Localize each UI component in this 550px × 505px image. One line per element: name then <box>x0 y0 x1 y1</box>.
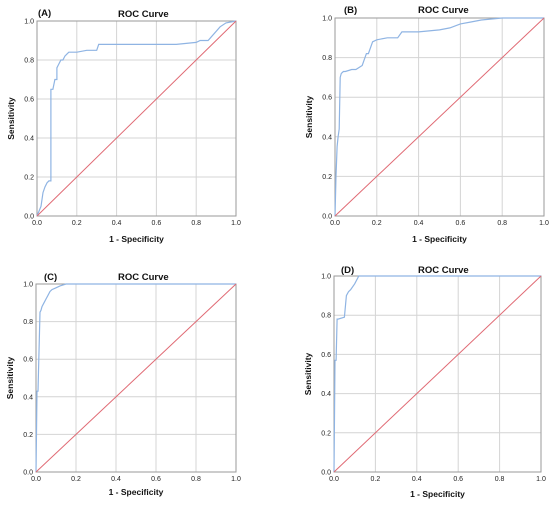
x-tick-label: 0.4 <box>412 476 422 483</box>
y-tick-label: 0.2 <box>322 174 332 181</box>
y-tick-label: 0.0 <box>24 214 34 221</box>
y-tick-label: 1.0 <box>322 16 332 23</box>
x-tick-label: 0.4 <box>112 220 122 227</box>
x-tick-label: 0.2 <box>71 476 81 483</box>
y-tick-label: 0.8 <box>322 55 332 62</box>
x-tick-label: 0.8 <box>495 476 505 483</box>
panel-label: (D) <box>341 265 354 276</box>
y-tick-label: 0.6 <box>23 357 33 364</box>
x-tick-label: 0.4 <box>111 476 121 483</box>
x-tick-label: 0.0 <box>330 220 340 227</box>
y-tick-label: 0.6 <box>321 352 331 359</box>
y-tick-label: 0.6 <box>24 97 34 104</box>
roc-curve-line <box>333 275 541 473</box>
x-tick-label: 0.2 <box>371 476 381 483</box>
roc-panel: 0.0 0.2 0.4 0.6 0.8 1.0 0.0 0.2 0.4 0.6 0.8 1.0 (B) R… <box>304 5 549 244</box>
x-tick-label: 0.8 <box>191 476 201 483</box>
x-axis-label: 1 - Specificity <box>109 234 164 244</box>
y-tick-label: 0.8 <box>24 58 34 65</box>
y-tick-label: 0.4 <box>24 136 34 143</box>
x-tick-label: 0.0 <box>32 220 42 227</box>
roc-curve-line <box>36 20 237 217</box>
y-tick-label: 0.4 <box>23 394 33 401</box>
y-axis-label: Sensitivity <box>304 95 314 138</box>
y-tick-label: 0.6 <box>322 95 332 102</box>
x-tick-label: 0.8 <box>191 220 201 227</box>
roc-panel: 0.0 0.2 0.4 0.6 0.8 1.0 0.0 0.2 0.4 0.6 0.8 1.0 (D) R… <box>303 265 546 499</box>
chart-title: ROC Curve <box>118 272 169 283</box>
y-tick-label: 1.0 <box>23 282 33 289</box>
y-tick-label: 0.8 <box>321 313 331 320</box>
y-tick-label: 1.0 <box>321 274 331 281</box>
y-tick-label: 0.4 <box>322 134 332 141</box>
reference-diagonal-line <box>334 17 545 217</box>
plot-frame <box>36 20 237 217</box>
x-tick-label: 0.8 <box>497 220 507 227</box>
plot-frame <box>334 17 545 217</box>
x-axis-label: 1 - Specificity <box>412 234 467 244</box>
x-tick-label: 1.0 <box>539 220 549 227</box>
y-tick-label: 0.2 <box>24 175 34 182</box>
x-tick-label: 0.2 <box>372 220 382 227</box>
panel-label: (B) <box>344 5 357 16</box>
x-tick-label: 0.6 <box>151 476 161 483</box>
y-axis-label: Sensitivity <box>6 97 16 140</box>
x-tick-label: 1.0 <box>536 476 546 483</box>
roc-panel: 0.0 0.2 0.4 0.6 0.8 1.0 0.0 0.2 0.4 0.6 0.8 1.0 (C) R… <box>5 272 241 497</box>
y-tick-label: 0.4 <box>321 391 331 398</box>
roc-panel: 0.0 0.2 0.4 0.6 0.8 1.0 0.0 0.2 0.4 0.6 0.8 1.0 (A) R… <box>6 8 241 244</box>
y-axis-label: Sensitivity <box>5 356 15 399</box>
x-axis-label: 1 - Specificity <box>410 489 465 499</box>
x-tick-label: 0.4 <box>414 220 424 227</box>
reference-diagonal-line <box>36 20 237 217</box>
reference-diagonal-line <box>35 283 237 473</box>
x-tick-label: 0.2 <box>72 220 82 227</box>
y-tick-label: 0.2 <box>23 432 33 439</box>
panel-label: (A) <box>38 8 51 19</box>
roc-curve-line <box>35 283 236 473</box>
x-tick-label: 0.6 <box>152 220 162 227</box>
x-tick-label: 0.0 <box>329 476 339 483</box>
x-tick-label: 0.0 <box>31 476 41 483</box>
chart-title: ROC Curve <box>418 265 469 276</box>
y-tick-label: 0.0 <box>23 470 33 477</box>
x-axis-label: 1 - Specificity <box>109 487 164 497</box>
roc-curve-line <box>334 17 544 217</box>
y-tick-label: 0.0 <box>321 470 331 477</box>
y-axis-label: Sensitivity <box>303 352 313 395</box>
x-tick-label: 0.6 <box>453 476 463 483</box>
chart-title: ROC Curve <box>118 9 169 20</box>
y-tick-label: 0.8 <box>23 319 33 326</box>
panel-label: (C) <box>44 272 57 283</box>
y-tick-label: 1.0 <box>24 19 34 26</box>
chart-title: ROC Curve <box>418 5 469 16</box>
x-tick-label: 1.0 <box>231 476 241 483</box>
x-tick-label: 0.6 <box>456 220 466 227</box>
y-tick-label: 0.2 <box>321 430 331 437</box>
reference-diagonal-line <box>333 275 542 473</box>
x-tick-label: 1.0 <box>231 220 241 227</box>
y-tick-label: 0.0 <box>322 214 332 221</box>
